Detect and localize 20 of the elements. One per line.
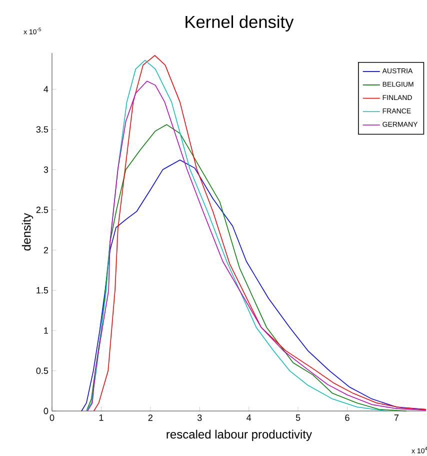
- y-axis-title: density: [22, 213, 34, 251]
- x-axis-title: rescaled labour productivity: [166, 430, 312, 441]
- x-tick-label: 1: [99, 414, 104, 421]
- y-tick-label: 2: [44, 246, 48, 254]
- y-tick-label: 1: [44, 327, 48, 334]
- y-tick-label: 0: [44, 408, 48, 414]
- y-tick-label: 4: [44, 86, 48, 92]
- y-tick-label: 0.5: [36, 368, 48, 374]
- chart-title: Kernel density: [186, 15, 294, 32]
- x-tick-label: 6: [345, 414, 350, 421]
- y-tick-label: 1.5: [36, 287, 48, 294]
- x-tick-label: 0: [50, 414, 54, 421]
- x-tick-label: 7: [394, 414, 399, 421]
- x-tick-label: 2: [148, 414, 152, 421]
- x-tick-label: 3: [197, 414, 202, 421]
- x-tick-label: 5: [296, 414, 300, 421]
- y-tick-label: 3: [44, 166, 48, 173]
- x-tick-label: 4: [246, 414, 252, 421]
- y-tick-label: 2.5: [36, 206, 48, 214]
- y-tick-label: 3.5: [36, 126, 48, 133]
